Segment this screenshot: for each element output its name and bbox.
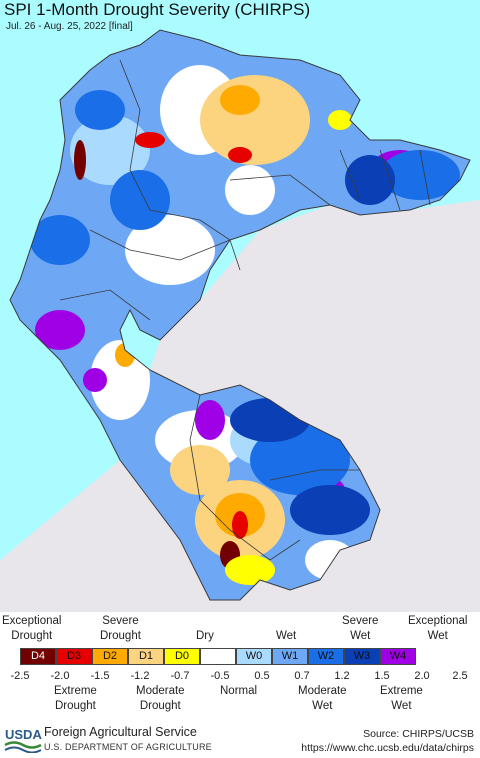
map-subtitle: Jul. 26 - Aug. 25, 2022 [final] bbox=[6, 21, 133, 32]
legend-label-extreme-drought: Extreme Drought bbox=[54, 685, 97, 712]
legend-box-w1: W1 bbox=[272, 648, 308, 665]
legend-tick: 0.7 bbox=[294, 670, 310, 682]
legend-color-bar: D4 D3 D2 D1 D0 W0 W1 W2 W3 W4 bbox=[20, 648, 416, 665]
footer: USDA Foreign Agricultural Service U.S. D… bbox=[0, 722, 480, 758]
drought-map: SPI 1-Month Drought Severity (CHIRPS) Ju… bbox=[0, 0, 480, 612]
department-name: U.S. DEPARTMENT OF AGRICULTURE bbox=[44, 742, 212, 752]
legend-tick: 1.2 bbox=[334, 670, 350, 682]
legend-box-d3: D3 bbox=[56, 648, 92, 665]
source-credit: Source: CHIRPS/UCSB bbox=[363, 728, 474, 740]
legend-label-wet: Wet bbox=[276, 630, 297, 642]
legend-box-normal bbox=[200, 648, 236, 665]
legend-tick: -1.2 bbox=[130, 670, 150, 682]
legend-box-d2: D2 bbox=[92, 648, 128, 665]
svg-text:USDA: USDA bbox=[5, 727, 42, 742]
legend-label-moderate-drought: Moderate Drought bbox=[136, 685, 185, 712]
legend-box-d4: D4 bbox=[20, 648, 56, 665]
legend-label-exceptional-wet: Exceptional Wet bbox=[408, 615, 468, 642]
legend-tick: 2.5 bbox=[452, 670, 468, 682]
outside-land-south bbox=[0, 460, 200, 612]
legend-box-d1: D1 bbox=[128, 648, 164, 665]
legend-label-exceptional-drought: Exceptional Drought bbox=[2, 615, 62, 642]
legend-tick: -2.0 bbox=[50, 670, 70, 682]
legend-label-dry: Dry bbox=[196, 630, 214, 642]
legend-box-w0: W0 bbox=[236, 648, 272, 665]
legend-label-normal: Normal bbox=[220, 685, 258, 697]
legend-tick: -0.5 bbox=[210, 670, 230, 682]
legend-label-moderate-wet: Moderate Wet bbox=[298, 685, 347, 712]
legend-tick: -0.7 bbox=[170, 670, 190, 682]
legend-box-w3: W3 bbox=[344, 648, 380, 665]
outside-land bbox=[150, 200, 480, 612]
legend-box-d0: D0 bbox=[164, 648, 200, 665]
country-borders bbox=[59, 59, 431, 561]
legend-tick: -1.5 bbox=[90, 670, 110, 682]
usda-logo[interactable]: USDA bbox=[4, 725, 42, 753]
legend-tick: 2.0 bbox=[414, 670, 430, 682]
map-canvas bbox=[0, 29, 480, 612]
legend-tick: 0.5 bbox=[254, 670, 270, 682]
legend bbox=[0, 612, 480, 722]
legend-label-extreme-wet: Extreme Wet bbox=[380, 685, 423, 712]
legend-label-severe-drought: Severe Drought bbox=[100, 615, 141, 642]
map-title: SPI 1-Month Drought Severity (CHIRPS) bbox=[4, 0, 311, 19]
legend-tick: 1.5 bbox=[374, 670, 390, 682]
agency-name: Foreign Agricultural Service bbox=[44, 725, 197, 739]
legend-label-severe-wet: Severe Wet bbox=[342, 615, 379, 642]
legend-box-w2: W2 bbox=[308, 648, 344, 665]
legend-box-w4: W4 bbox=[380, 648, 416, 665]
source-url[interactable]: https://www.chc.ucsb.edu/data/chirps bbox=[301, 742, 474, 754]
legend-tick: -2.5 bbox=[10, 670, 30, 682]
